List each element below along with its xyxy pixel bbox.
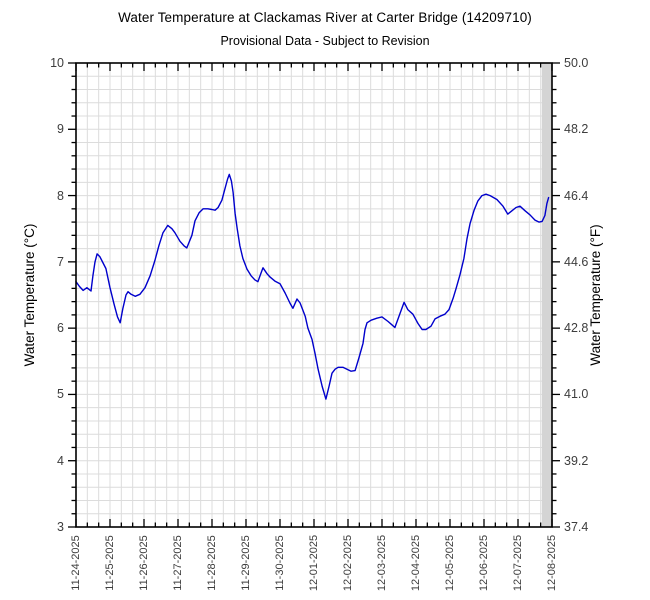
- y-tick-label-celsius: 7: [57, 254, 64, 269]
- y-tick-label-celsius: 9: [57, 122, 64, 137]
- y-tick-label-fahrenheit: 39.2: [564, 453, 589, 468]
- gridlines: [76, 63, 552, 527]
- x-tick-label-date: 12-01-2025: [308, 534, 320, 592]
- axis-ticks: [68, 62, 560, 528]
- chart-title: Water Temperature at Clackamas River at …: [118, 10, 532, 25]
- y-tick-label-celsius: 3: [57, 520, 64, 534]
- y-tick-label-fahrenheit: 46.4: [564, 188, 589, 203]
- x-tick-label-date: 12-04-2025: [410, 534, 422, 592]
- x-tick-label-date: 11-30-2025: [274, 535, 286, 591]
- chart-subtitle: Provisional Data - Subject to Revision: [220, 34, 430, 48]
- x-tick-label-date: 11-27-2025: [172, 535, 184, 591]
- y-tick-label-celsius: 10: [50, 56, 64, 70]
- temperature-line: [75, 173, 550, 400]
- y-axis-title-fahrenheit: Water Temperature (°F): [588, 224, 603, 366]
- x-tick-label-date: 11-29-2025: [240, 535, 252, 591]
- x-tick-label-date: 12-07-2025: [512, 534, 524, 592]
- x-tick-label-date: 11-26-2025: [138, 535, 150, 591]
- y-tick-label-fahrenheit: 37.4: [564, 520, 589, 534]
- y-tick-label-fahrenheit: 48.2: [564, 122, 589, 137]
- y-tick-label-fahrenheit: 50.0: [564, 56, 589, 70]
- y-tick-label-celsius: 6: [57, 321, 64, 336]
- x-tick-label-date: 12-02-2025: [342, 534, 354, 592]
- x-tick-label-date: 12-08-2025: [546, 534, 558, 592]
- x-tick-label-date: 11-28-2025: [206, 535, 218, 591]
- y-axis-title-celsius: Water Temperature (°C): [22, 223, 37, 367]
- recent-data-band: [541, 63, 552, 527]
- x-tick-label-date: 12-05-2025: [444, 534, 456, 592]
- y-tick-label-celsius: 5: [57, 387, 64, 402]
- x-tick-label-date: 12-06-2025: [478, 534, 490, 592]
- x-tick-label-date: 12-03-2025: [376, 534, 388, 592]
- y-tick-label-celsius: 8: [57, 188, 64, 203]
- x-tick-label-date: 11-24-2025: [70, 535, 82, 591]
- x-tick-label-date: 11-25-2025: [104, 535, 116, 591]
- y-tick-label-fahrenheit: 44.6: [564, 254, 589, 269]
- y-tick-label-fahrenheit: 42.8: [564, 321, 589, 336]
- y-tick-label-fahrenheit: 41.0: [564, 387, 589, 402]
- y-tick-label-celsius: 4: [57, 453, 64, 468]
